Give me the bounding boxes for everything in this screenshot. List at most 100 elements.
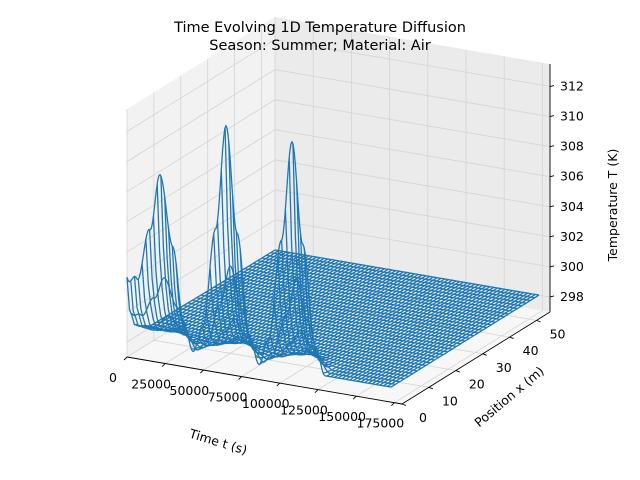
wireframe-line-along-position: [269, 273, 419, 358]
wireframe-line-along-position: [337, 285, 487, 379]
y-tick-mark: [401, 403, 407, 406]
y-tick-label: 20: [469, 377, 485, 392]
z-tick-label: 308: [560, 139, 584, 154]
z-axis-label: Temperature T (K): [605, 149, 620, 263]
wireframe-line-along-position: [296, 183, 446, 357]
y-tick-mark: [455, 370, 460, 373]
z-tick-mark: [549, 295, 555, 298]
wireframe-line-along-position: [379, 292, 529, 386]
wireframe-line-along-position: [254, 271, 404, 359]
x-tick-mark: [200, 369, 204, 374]
y-tick-label: 50: [550, 326, 566, 341]
wireframe-line-along-position: [258, 271, 408, 366]
chart-title-line1: Time Evolving 1D Temperature Diffusion: [173, 20, 466, 36]
wireframe-line-along-position: [190, 260, 340, 350]
wireframe-line-along-position: [182, 259, 332, 343]
z-tick-mark: [549, 85, 555, 87]
wireframe-line-along-position: [368, 290, 517, 384]
wireframe-line-along-position: [239, 248, 389, 349]
wireframe-line-along-position: [265, 273, 415, 358]
wireframe-line-along-position: [262, 272, 412, 360]
x-tick-mark: [238, 376, 242, 380]
wireframe-line-along-position: [250, 270, 400, 355]
wireframe-line-along-position: [201, 262, 351, 347]
y-tick-label: 40: [523, 343, 539, 358]
wireframe-line-along-position: [243, 269, 393, 351]
gridline-temperature: [126, 69, 551, 162]
y-tick-label: 0: [419, 410, 427, 425]
wireframe-line-along-position: [303, 248, 453, 360]
z-tick-mark: [549, 115, 555, 118]
z-tick-label: 310: [560, 109, 584, 124]
wireframe-line-along-position: [375, 291, 525, 386]
wireframe-line-along-position: [386, 293, 536, 387]
wireframe-line-along-position: [360, 289, 510, 383]
wireframe-line-along-position: [205, 262, 355, 346]
wireframe-line-along-position: [299, 233, 449, 359]
z-tick-label: 298: [560, 289, 584, 304]
x-tick-mark: [161, 363, 166, 367]
gridline-temperature: [126, 39, 551, 132]
wireframe-line-along-position: [213, 233, 363, 344]
wireframe-line-along-position: [318, 282, 468, 368]
gridline-temperature: [126, 159, 551, 253]
wireframe-line-along-position: [330, 284, 480, 378]
z-tick-mark: [549, 235, 555, 238]
wireframe-line-along-position: [334, 284, 483, 378]
wireframe-line-along-position: [314, 281, 464, 366]
wireframe-line-along-position: [277, 257, 427, 356]
wireframe-line-along-position: [167, 227, 317, 336]
wireframe-line-along-position: [311, 281, 461, 364]
z-tick-mark: [549, 145, 555, 148]
z-tick-label: 302: [560, 229, 584, 244]
x-tick-label: 150000: [318, 409, 366, 424]
wireframe-line-along-position: [288, 157, 438, 356]
z-tick-label: 306: [560, 169, 584, 184]
wireframe-line-along-position: [356, 288, 506, 382]
wireframe-line-along-position: [133, 250, 283, 330]
wireframe-line-along-position: [186, 259, 336, 345]
x-tick-mark: [314, 389, 319, 393]
x-axis-label: Time t (s): [187, 426, 249, 458]
wireframe-line-along-position: [390, 294, 540, 388]
pane-back: [275, 17, 550, 312]
axis-ticks: 0 250005000075000100000125000150000175000…: [109, 79, 584, 431]
wireframe-line-along-position: [280, 240, 430, 356]
wireframe-line-along-position: [364, 290, 513, 384]
x-tick-mark: [352, 395, 357, 400]
wireframe-surface: [126, 124, 540, 388]
x-tick-label: 125000: [280, 403, 328, 418]
wireframe-line-along-position: [322, 282, 472, 374]
gridline-temperature: [126, 219, 551, 313]
z-tick-mark: [549, 205, 555, 208]
y-axis-line: [401, 311, 551, 405]
x-tick-label: 75000: [208, 390, 248, 405]
x-tick-label: 25000: [131, 377, 171, 392]
x-tick-mark: [276, 382, 281, 387]
x-tick-label: 0: [109, 370, 117, 385]
x-tick-mark: [123, 356, 128, 361]
gridline-temperature: [126, 99, 551, 193]
wireframe-line-along-position: [216, 220, 366, 345]
wireframe-line-along-position: [307, 280, 457, 361]
x-tick-mark: [391, 402, 395, 407]
y-tick-label: 10: [442, 393, 458, 408]
wireframe-line-along-position: [345, 286, 495, 380]
z-tick-mark: [549, 175, 555, 178]
y-tick-mark: [428, 386, 434, 390]
wireframe-line-along-position: [231, 195, 381, 347]
wireframe-line-along-position: [326, 283, 476, 377]
wireframe-line-along-position: [209, 263, 359, 345]
wireframe-line-along-position: [141, 251, 291, 332]
wireframe-line-along-position: [126, 249, 276, 328]
wireframe-line-along-position: [371, 291, 521, 385]
y-tick-mark: [536, 319, 541, 323]
wireframe-line-along-position: [349, 287, 498, 381]
z-tick-label: 304: [560, 199, 584, 214]
gridline-temperature: [126, 189, 551, 283]
wireframe-line-along-position: [341, 286, 491, 380]
x-tick-label: 100000: [242, 396, 290, 411]
x-tick-label: 175000: [357, 416, 405, 431]
